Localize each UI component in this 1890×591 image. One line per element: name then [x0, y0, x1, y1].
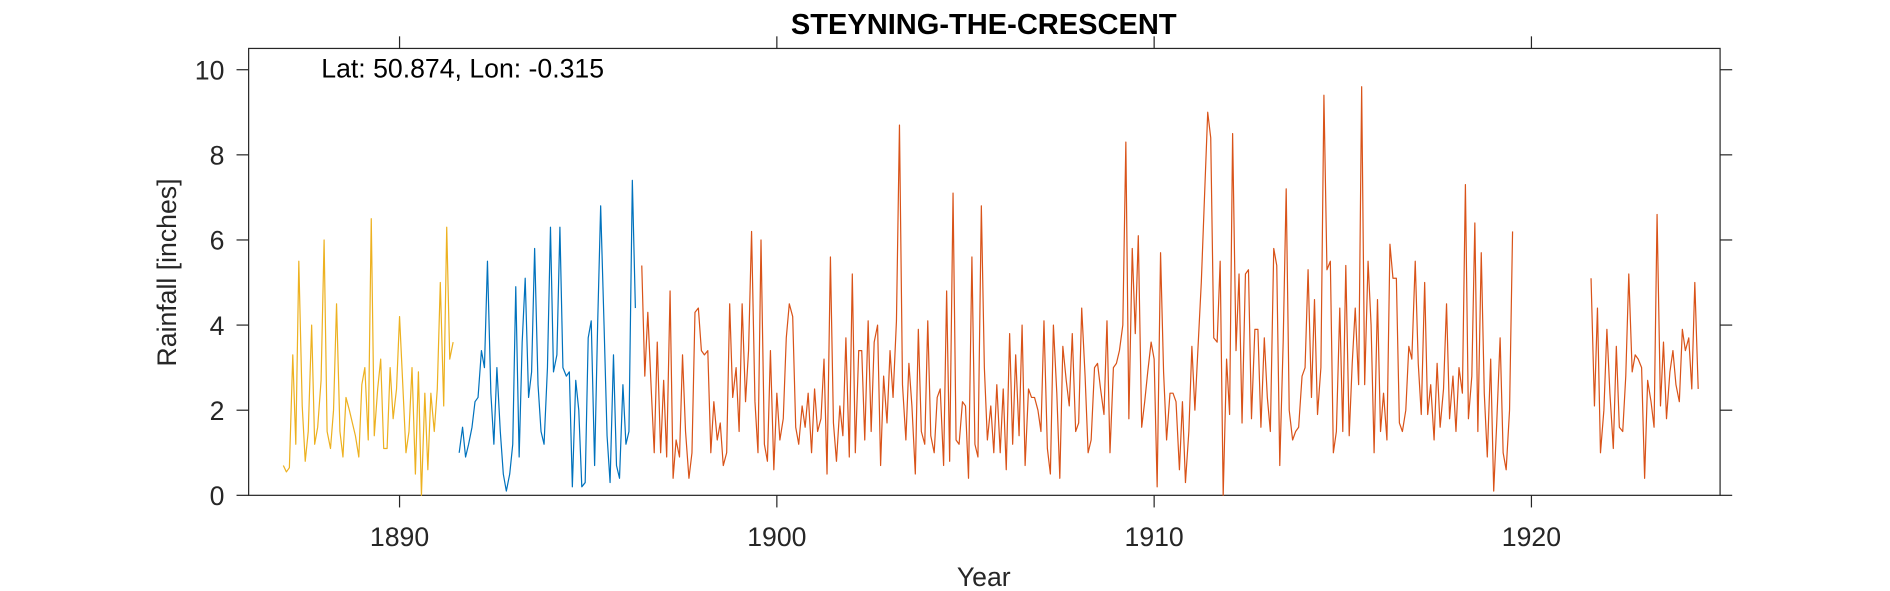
annotation: Lat: 50.874, Lon: -0.315 — [321, 54, 604, 84]
plot-area — [248, 47, 1721, 496]
y-tick-label: 4 — [210, 311, 225, 341]
rainfall-line — [641, 86, 1699, 496]
x-axis-label: Year — [957, 562, 1011, 591]
y-axis-label: Rainfall [inches] — [152, 179, 182, 367]
x-tick-label: 1900 — [747, 522, 806, 552]
y-tick-label: 2 — [210, 396, 225, 426]
x-tick-label: 1910 — [1125, 522, 1184, 552]
y-tick-label: 0 — [210, 481, 225, 511]
x-tick-label: 1920 — [1502, 522, 1561, 552]
y-tick-label: 6 — [210, 226, 225, 256]
y-tick-label: 10 — [195, 55, 225, 85]
y-tick-label: 8 — [210, 141, 225, 171]
rainfall-line — [458, 179, 636, 492]
rainfall-line — [282, 218, 454, 496]
x-tick-label: 1890 — [370, 522, 429, 552]
chart-title: STEYNING-THE-CRESCENT — [791, 9, 1177, 41]
